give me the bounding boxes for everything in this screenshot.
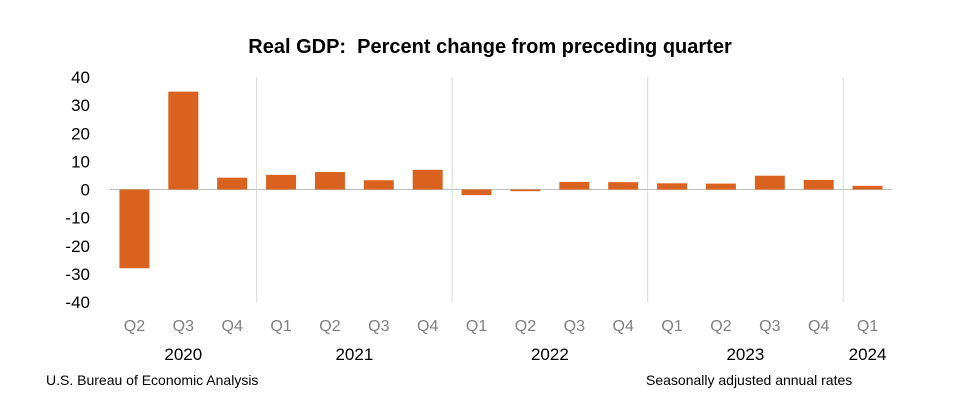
y-tick-label: -40 <box>65 293 90 312</box>
bar <box>314 172 345 190</box>
year-label: 2020 <box>164 345 202 364</box>
y-tick-label: -30 <box>65 265 90 284</box>
bar <box>461 189 492 196</box>
bar <box>657 183 688 190</box>
bar <box>510 189 541 192</box>
x-tick-label: Q4 <box>417 318 438 335</box>
chart-title: Real GDP: Percent change from preceding … <box>248 36 732 58</box>
bar <box>363 180 394 190</box>
bar <box>266 174 297 190</box>
bar <box>412 169 443 190</box>
bar <box>119 189 150 269</box>
x-tick-label: Q3 <box>368 318 389 335</box>
bar <box>217 177 248 190</box>
x-tick-label: Q1 <box>270 318 291 335</box>
x-tick-label: Q1 <box>661 318 682 335</box>
year-label: 2024 <box>849 345 887 364</box>
bar <box>608 182 639 190</box>
x-tick-label: Q2 <box>124 318 145 335</box>
y-tick-label: 30 <box>71 96 90 115</box>
year-label: 2022 <box>531 345 569 364</box>
y-tick-label: 40 <box>71 68 90 87</box>
x-tick-label: Q4 <box>613 318 634 335</box>
x-tick-label: Q1 <box>857 318 878 335</box>
year-label: 2021 <box>335 345 373 364</box>
source-note: U.S. Bureau of Economic Analysis <box>46 372 259 388</box>
year-label: 2023 <box>726 345 764 364</box>
x-tick-label: Q1 <box>466 318 487 335</box>
y-tick-label: 0 <box>81 181 90 200</box>
x-tick-label: Q4 <box>808 318 829 335</box>
y-tick-label: 20 <box>71 124 90 143</box>
x-tick-label: Q3 <box>564 318 585 335</box>
x-tick-label: Q3 <box>173 318 194 335</box>
x-tick-label: Q2 <box>319 318 340 335</box>
bar <box>168 91 199 190</box>
bar <box>754 175 785 190</box>
y-tick-label: 10 <box>71 152 90 171</box>
rate-note: Seasonally adjusted annual rates <box>646 372 853 388</box>
bar <box>852 185 883 190</box>
bar <box>803 179 834 190</box>
bar <box>559 181 590 190</box>
y-tick-label: -20 <box>65 237 90 256</box>
x-tick-label: Q2 <box>710 318 731 335</box>
x-tick-label: Q4 <box>222 318 243 335</box>
bar <box>705 183 736 190</box>
x-tick-label: Q2 <box>515 318 536 335</box>
x-tick-label: Q3 <box>759 318 780 335</box>
y-tick-label: -10 <box>65 209 90 228</box>
